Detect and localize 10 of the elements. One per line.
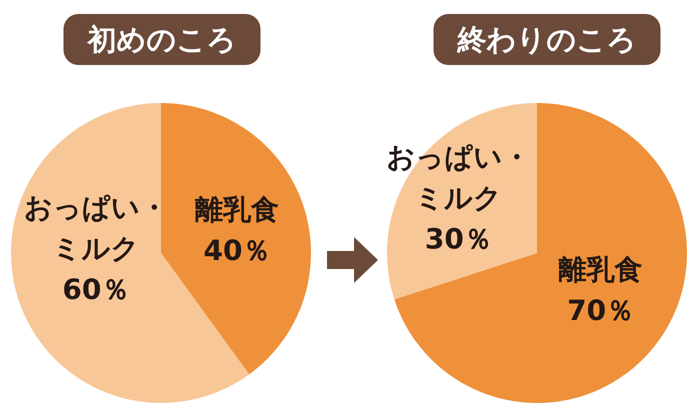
slice-label: おっぱい・ミルク [386, 140, 530, 214]
slice-label: おっぱい・ミルク [24, 190, 168, 265]
chart-title: 初めのころ [86, 22, 236, 56]
data-label: 60％ [62, 272, 130, 306]
slice-label: 離乳食 [194, 192, 280, 226]
data-label: 40％ [204, 234, 271, 267]
slice-label: 離乳食 [558, 252, 643, 286]
chart-title: 終わりのころ [456, 22, 636, 56]
data-label: 70％ [567, 294, 634, 327]
data-label: 30％ [424, 222, 492, 256]
